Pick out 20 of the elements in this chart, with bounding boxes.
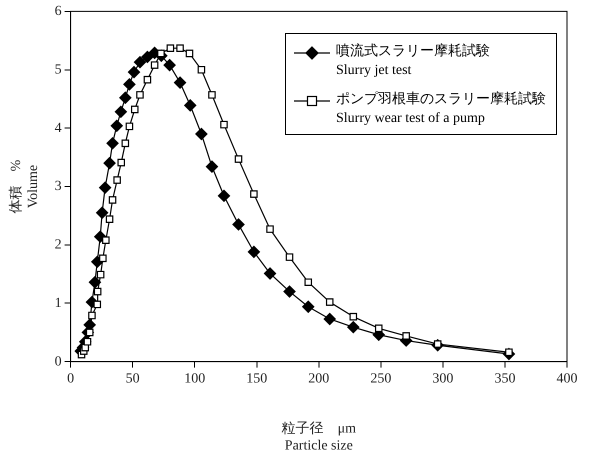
x-tick-label: 350: [494, 372, 516, 387]
x-tick-label: 250: [370, 372, 392, 387]
x-tick-label: 400: [556, 372, 578, 387]
y-axis-title: 体積 % Volume: [8, 159, 41, 214]
y-tick-label: 4: [54, 120, 62, 136]
y-tick-label: 5: [54, 62, 62, 78]
x-tick-label: 200: [308, 372, 330, 387]
y-tick-label: 6: [54, 4, 62, 20]
y-tick-label: 0: [54, 354, 62, 370]
legend-label: 噴流式スラリー摩耗試験 Slurry jet test: [336, 42, 490, 80]
y-tick-label: 3: [54, 179, 62, 194]
x-tick-label: 50: [126, 372, 140, 387]
y-tick-label: 2: [54, 238, 62, 253]
legend-label: ポンプ羽根車のスラリー摩耗試験 Slurry wear test of a pump: [336, 90, 546, 128]
x-tick-label: 100: [184, 372, 206, 387]
x-axis-title: 粒子径 μm Particle size: [282, 420, 356, 454]
y-tick-label: 1: [54, 296, 62, 311]
x-tick-label: 300: [432, 372, 454, 387]
x-tick-label: 0: [67, 372, 74, 387]
x-tick-label: 150: [246, 372, 268, 387]
